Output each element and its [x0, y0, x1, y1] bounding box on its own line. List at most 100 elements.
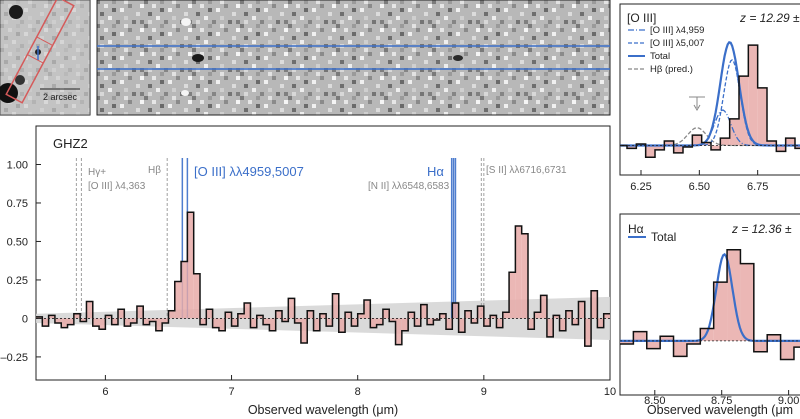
- flux-bin: [572, 318, 579, 325]
- flux-bin: [767, 141, 777, 146]
- x-tick-label: 7: [228, 386, 234, 398]
- flux-bin: [785, 138, 795, 146]
- legend-label: Hβ (pred.): [650, 64, 693, 75]
- flux-bin: [80, 318, 87, 322]
- flux-bin: [187, 212, 194, 319]
- flux-bin: [218, 318, 226, 331]
- flux-bin: [376, 318, 383, 325]
- flux-bin: [692, 135, 702, 146]
- flux-bin: [748, 45, 758, 146]
- flux-bin: [446, 318, 453, 330]
- halpha-redshift: z = 12.36 ±: [731, 222, 792, 236]
- flux-bin: [509, 272, 516, 319]
- flux-bin: [193, 273, 200, 319]
- flux-bin: [711, 145, 721, 150]
- flux-bin: [439, 313, 446, 319]
- flux-bin: [793, 340, 800, 348]
- flux-bin: [553, 315, 560, 319]
- flux-steps: [36, 211, 610, 347]
- flux-bin: [111, 318, 118, 325]
- flux-steps: [620, 44, 800, 159]
- flux-bin: [136, 306, 144, 319]
- flux-bin: [655, 145, 665, 150]
- flux-bin: [471, 318, 478, 324]
- flux-bin: [776, 145, 786, 152]
- flux-bin: [597, 318, 604, 328]
- flux-bin: [338, 318, 346, 333]
- flux-bin: [757, 87, 767, 146]
- flux-bin: [753, 340, 768, 352]
- flux-bin: [269, 318, 276, 331]
- halpha-zoom-panel: Hα z = 12.36 ± Total 8.50 8.75 9.00 Observ…: [619, 213, 800, 417]
- emission-line-label: [O III] λ4,363: [88, 181, 146, 192]
- flux-bin: [603, 313, 610, 319]
- flux-bin: [42, 318, 49, 327]
- flux-bin: [67, 318, 74, 325]
- flux-bin: [313, 318, 320, 331]
- y-tick-label: 0.25: [7, 275, 28, 287]
- flux-bin: [534, 312, 541, 319]
- flux-bin: [713, 282, 728, 341]
- flux-bin: [307, 310, 314, 319]
- legend-label: [O III] λ5,007: [650, 38, 704, 49]
- flux-bin: [130, 318, 137, 324]
- x-tick-label: 9: [481, 386, 487, 398]
- flux-bin: [420, 304, 428, 319]
- flux-bin: [780, 340, 794, 360]
- flux-bin: [357, 313, 364, 319]
- halpha-total-model-curve: [620, 252, 800, 342]
- flux-bin: [168, 310, 175, 319]
- flux-steps: [620, 248, 800, 361]
- flux-bin: [565, 310, 573, 319]
- flux-bin: [149, 318, 156, 322]
- flux-bin: [578, 301, 585, 319]
- flux-bin: [92, 318, 100, 327]
- flux-bin: [496, 318, 503, 328]
- flux-bin: [673, 145, 683, 153]
- flux-bin: [48, 315, 55, 319]
- y-tick-label: 0: [22, 313, 28, 325]
- flux-bin: [591, 290, 598, 319]
- flux-bin: [124, 318, 131, 327]
- legend-label: Total: [650, 51, 670, 62]
- flux-bin: [427, 318, 434, 325]
- flux-bin: [620, 340, 634, 344]
- oiii-redshift: z = 12.29 ±: [739, 11, 800, 25]
- trace-emission: [453, 55, 463, 61]
- emission-line-label: [S II] λλ6716,6731: [486, 165, 567, 176]
- x-tick-label: 6.75: [747, 181, 768, 193]
- spectrum-2d-panel: [96, 0, 611, 116]
- foreground-source: [15, 75, 25, 85]
- x-tick-label: 6.50: [689, 181, 710, 193]
- y-tick-label: 1.00: [7, 159, 28, 171]
- flux-bin: [540, 295, 547, 319]
- flux-bin: [263, 318, 270, 325]
- x-tick-label: 8: [355, 386, 361, 398]
- flux-bin: [275, 310, 282, 319]
- flux-bin: [686, 340, 701, 344]
- halpha-axes-frame: [619, 213, 800, 396]
- flux-bin: [452, 303, 459, 319]
- flux-bin: [99, 318, 106, 330]
- flux-bin: [174, 281, 182, 319]
- flux-bin: [36, 316, 43, 319]
- flux-bin: [740, 263, 754, 341]
- flux-bin: [181, 261, 188, 319]
- flux-bin: [401, 318, 409, 331]
- trace-emission: [192, 54, 204, 62]
- flux-bin: [162, 318, 169, 324]
- legend-label: [O III] λ4,959: [650, 25, 704, 36]
- flux-bin: [483, 318, 491, 327]
- hbeta-limit-arrow: [689, 96, 705, 111]
- halpha-x-axis-label: Observed wavelength (μm: [647, 403, 793, 417]
- emission-line-label: Hβ: [148, 165, 161, 176]
- flux-bin: [250, 318, 257, 328]
- flux-bin: [282, 318, 289, 322]
- flux-bin: [646, 340, 661, 349]
- flux-bin: [701, 142, 711, 146]
- x-tick-label: 9.00: [778, 395, 799, 407]
- flux-bin: [720, 138, 730, 146]
- emission-line-label: Hγ+: [88, 167, 106, 178]
